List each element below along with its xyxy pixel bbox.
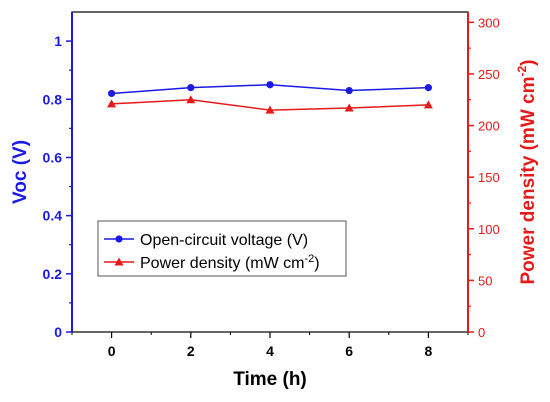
legend-label-power-end: ) <box>314 255 319 272</box>
x-tick-label-0: 0 <box>108 343 116 359</box>
y-left-tick-label-4: 0.8 <box>43 91 63 107</box>
series-0-point-1 <box>187 84 195 92</box>
legend-label-power-sup: -2 <box>304 253 314 265</box>
y-axis-title-left: Voc (V) <box>10 140 31 204</box>
x-axis-title: Time (h) <box>233 369 307 390</box>
series-1-point-3 <box>344 103 354 112</box>
y-left-tick-label-3: 0.6 <box>43 149 63 165</box>
x-tick-label-2: 4 <box>266 343 274 359</box>
series-1-point-1 <box>186 95 196 104</box>
series-0-point-4 <box>424 84 432 92</box>
y-axis-title-right-end: ) <box>518 60 539 66</box>
plot-frame <box>71 11 469 333</box>
legend: Open-circuit voltage (V) Power density (… <box>97 220 347 277</box>
series-0-point-2 <box>266 81 274 89</box>
legend-box <box>97 220 347 277</box>
series-0-point-3 <box>345 86 353 95</box>
axis-ticks: 0 2 4 6 8 0 0.2 0.4 0.6 0.8 1 0 50 100 150 200 250 300 <box>43 15 500 359</box>
series-1-point-0 <box>107 99 117 108</box>
y-left-tick-label-5: 1 <box>54 33 62 49</box>
y-right-tick-label-0: 0 <box>478 325 485 340</box>
legend-label-voc-main: Open-circuit voltage (V) <box>140 232 308 249</box>
x-tick-label-4: 8 <box>425 343 433 359</box>
series-1-point-4 <box>423 100 433 109</box>
y-axis-title-right-main: Power density (mW cm <box>518 77 539 285</box>
legend-marker-power <box>114 257 124 266</box>
series-0-point-0 <box>108 89 116 98</box>
legend-label-power-main: Power density (mW cm <box>140 255 304 272</box>
y-right-tick-label-1: 50 <box>478 273 492 288</box>
y-axis-title-right-sup: -2 <box>515 66 529 77</box>
y-left-tick-label-2: 0.4 <box>43 208 63 224</box>
y-right-tick-label-6: 300 <box>478 15 500 30</box>
x-tick-label-3: 6 <box>345 343 353 359</box>
y-left-tick-label-0: 0 <box>54 324 62 340</box>
y-right-tick-label-5: 250 <box>478 67 500 82</box>
x-tick-label-1: 2 <box>187 343 195 359</box>
y-right-tick-label-4: 200 <box>478 119 500 134</box>
y-right-tick-label-2: 100 <box>478 222 500 237</box>
series-1-point-2 <box>265 105 275 114</box>
y-right-tick-label-3: 150 <box>478 170 500 185</box>
series-layer <box>107 81 433 114</box>
legend-label-power: Power density (mW cm-2) <box>140 253 320 272</box>
y-axis-title-right: Power density (mW cm-2) <box>515 60 539 285</box>
legend-label-voc: Open-circuit voltage (V) <box>140 232 308 249</box>
legend-marker-voc <box>115 235 123 243</box>
y-left-tick-label-1: 0.2 <box>43 266 63 282</box>
